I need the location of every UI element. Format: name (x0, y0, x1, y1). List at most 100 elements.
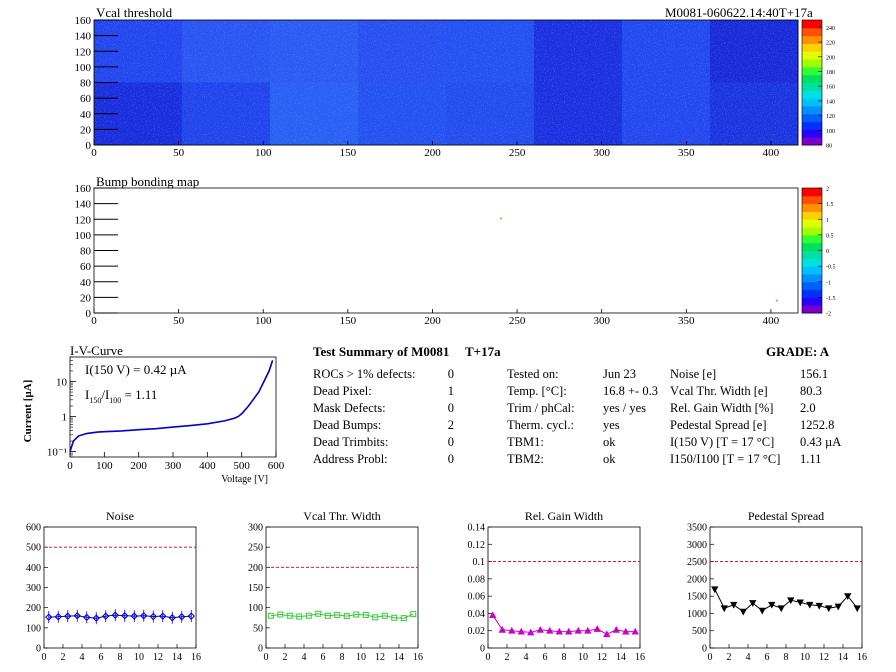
summary-label: I(150 V) [T = 17 °C] (670, 435, 775, 449)
data-point (286, 612, 293, 619)
x-tick-label: 8 (562, 652, 567, 663)
y-tick-label: 120 (75, 214, 92, 226)
iv-annotation-part: I (85, 387, 89, 402)
data-point (334, 611, 341, 618)
colorbar-tick-label: -0.5 (826, 265, 836, 271)
data-point (574, 626, 582, 634)
module-label: M0081-060622.14:40T+17a (665, 5, 813, 20)
y-tick-label: 160 (75, 15, 92, 27)
series-line (270, 613, 414, 619)
x-tick-label: 12 (597, 652, 607, 663)
colorbar-segment (802, 258, 822, 267)
summary-value: 2 (447, 418, 454, 432)
data-point (381, 612, 388, 619)
iv-annotation-part: /I (101, 387, 109, 402)
data-point (372, 614, 379, 621)
iv-series-line (69, 360, 274, 452)
summary-value: 0 (447, 367, 454, 381)
data-point (92, 614, 100, 622)
x-tick-label: 12 (153, 652, 163, 663)
y-tick-label: 200 (26, 603, 41, 614)
summary-label: I150/I100 [T = 17 °C] (670, 452, 781, 466)
colorbar-segment (802, 227, 822, 236)
colorbar-segment (802, 195, 822, 205)
summary-value: 0 (447, 452, 454, 466)
data-point (555, 627, 563, 635)
small-chart-title: Rel. Gain Width (525, 509, 603, 523)
x-tick-label: 150 (340, 315, 357, 327)
data-point (73, 612, 81, 620)
y-tick-label: 200 (248, 563, 263, 574)
iv-annotation-ratio: I150/I100 = 1.11 (85, 387, 157, 405)
colorbar-tick-label: 0.5 (826, 233, 834, 239)
small-chart-title: Pedestal Spread (748, 509, 824, 523)
colorbar-tick-label: -2 (826, 312, 831, 318)
colorbar-tick-label: 0 (826, 249, 829, 255)
data-point (83, 613, 91, 622)
colorbar-segment (802, 137, 822, 146)
defect-point (776, 299, 778, 302)
summary-grade: GRADE: A (766, 344, 830, 359)
data-point (546, 626, 554, 634)
colorbar-segment (802, 297, 822, 306)
summary-value: 1.11 (800, 452, 822, 466)
map-frame (93, 187, 799, 314)
x-tick-label: 4 (746, 652, 751, 663)
small-chart-frame (265, 526, 419, 649)
y-tick-label: 40 (80, 277, 92, 289)
defect-point (500, 217, 502, 220)
data-point (410, 611, 417, 618)
x-tick-label: 12 (819, 652, 829, 663)
y-tick-label: 60 (80, 93, 92, 105)
colorbar-segment (802, 211, 822, 220)
y-tick-label: 150 (248, 583, 263, 594)
small-chart-frame (709, 526, 863, 649)
data-point (296, 613, 303, 620)
small-chart-title: Vcal Thr. Width (303, 509, 380, 523)
iv-xlabel: Voltage [V] (221, 474, 268, 485)
data-point (64, 612, 72, 620)
y-tick-label: 500 (26, 543, 41, 554)
summary-value: yes / yes (603, 401, 647, 415)
y-tick-label: 300 (248, 523, 263, 534)
y-tick-label: 80 (80, 246, 92, 258)
colorbar-segment (802, 90, 822, 99)
data-point (806, 601, 814, 609)
y-tick-label: 1 (62, 412, 68, 424)
colorbar-tick-label: 120 (826, 114, 835, 120)
data-point (178, 613, 186, 621)
summary-label: Trim / phCal: (507, 401, 575, 415)
colorbar-segment (802, 250, 822, 259)
colorbar-segment (802, 281, 822, 291)
x-tick-label: 14 (616, 652, 626, 663)
summary-temp-label: T+17a (465, 344, 501, 359)
y-tick-label: 100 (75, 62, 92, 74)
colorbar-tick-label: -1.5 (826, 296, 836, 302)
y-tick-label: 0.12 (468, 540, 486, 551)
data-point (593, 625, 601, 632)
summary-value: 80.3 (800, 384, 822, 398)
x-tick-label: 0 (708, 652, 713, 663)
x-tick-label: 100 (255, 147, 272, 159)
data-point (391, 614, 398, 621)
data-point (140, 612, 148, 620)
data-point (45, 613, 53, 621)
y-tick-label: 60 (80, 261, 92, 273)
x-tick-label: 350 (678, 147, 695, 159)
noise-chart: Noise 0 100 200 300 400 500 600 0 2 4 6 8 10 12 14 16 (26, 509, 201, 663)
summary-label: Mask Defects: (313, 401, 386, 415)
x-tick-label: 0 (91, 315, 97, 327)
y-tick-label: 0 (86, 308, 92, 320)
data-point (187, 612, 195, 620)
x-tick-label: 300 (165, 460, 182, 472)
colorbar-segment (802, 273, 822, 283)
colorbar-segment (802, 20, 822, 29)
data-point (168, 614, 176, 622)
x-tick-label: 12 (375, 652, 385, 663)
data-point (527, 628, 535, 636)
y-tick-label: 160 (75, 183, 92, 195)
bump-map-title: Bump bonding map (96, 174, 200, 189)
data-point (853, 605, 861, 613)
data-point (267, 612, 274, 619)
colorbar-tick-label: 1 (826, 218, 829, 224)
